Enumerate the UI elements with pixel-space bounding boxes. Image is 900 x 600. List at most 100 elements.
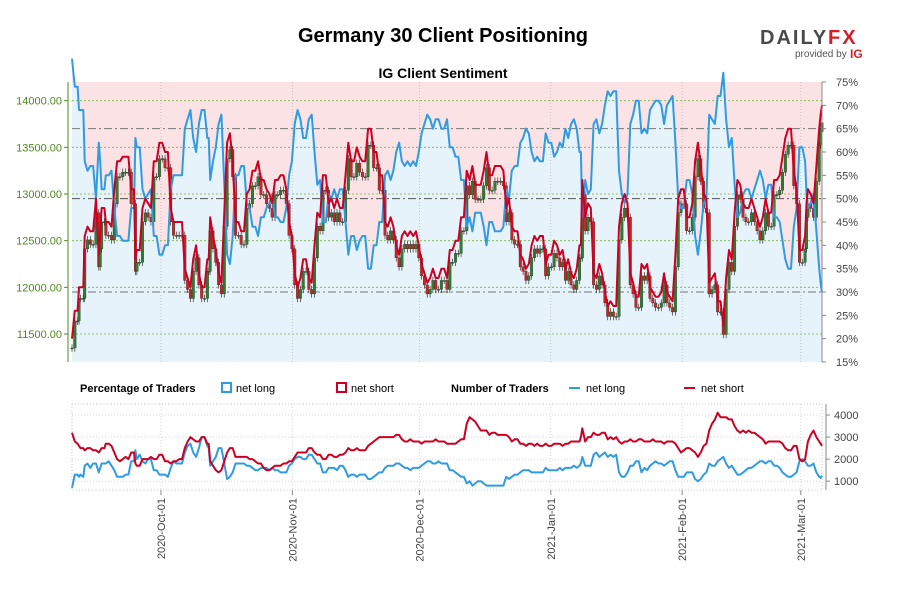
legend-num-long-label: net long [586,383,625,395]
net-long-pct-line [71,58,823,293]
price-tick-label: 14000.00 [16,96,62,108]
chart-title: Germany 30 Client Positioning [298,25,588,47]
candle-body [118,176,122,178]
candle-body [219,284,223,295]
candle-body [659,302,663,308]
candle-body [403,244,407,250]
sentiment-tick-label: 70% [836,100,858,112]
candle-body [750,212,753,222]
candle-body [800,262,804,264]
candle-body [341,221,345,223]
candle-body [408,244,412,250]
candle-body [499,181,503,183]
candle-body [535,248,539,254]
candle-body [91,244,95,246]
trader-count-lines [71,411,823,489]
candle-body [575,280,579,290]
candle-body [360,172,364,177]
legend-pct-heading: Percentage of Traders [80,383,196,395]
candle-body [400,248,404,268]
legend-pct-long-label: net long [236,383,275,395]
sentiment-lines [71,58,823,339]
candle-body [104,221,108,236]
candle-body [188,289,192,299]
legend: Percentage of Traders net long net short… [80,382,744,395]
candle-body [786,145,790,155]
sentiment-tick-label: 15% [836,357,858,369]
candle-body [561,262,565,268]
dailyfx-logo: DAILY FX provided by IG [760,27,863,61]
candle-body [640,275,643,308]
trader-count-tick-label: 1000 [834,476,858,488]
candle-body [769,226,773,228]
candle-body [352,176,356,178]
candle-body [157,158,161,177]
candle-body [761,230,765,241]
logo-tagline-brand: IG [850,47,863,61]
candle-body [578,257,581,281]
date-tick-label: 2021-Feb-01 [677,498,689,561]
candle-body [358,163,362,173]
candle-body [521,266,525,272]
main-axes: 11500.00 12000.00 12500.00 13000.00 13500.00… [16,77,858,369]
trader-count-tick-label: 3000 [834,432,858,444]
candle-body [620,217,624,241]
candle-body [696,158,700,177]
candle-body [485,167,488,186]
price-tick-label: 13500.00 [16,142,62,154]
short-zone-fill [72,58,822,293]
candle-body [456,253,460,255]
candle-body [163,158,167,168]
candle-body [253,185,257,187]
trader-count-gridlines [71,403,823,491]
candle-body [397,257,401,268]
candle-body [310,289,314,295]
candle-body [752,212,756,222]
candle-body [146,212,150,218]
candle-body [242,244,246,246]
candle-body [236,235,240,237]
candle-body [538,248,542,254]
sentiment-tick-label: 40% [836,240,858,252]
candle-body [462,230,466,233]
candle-body [276,194,280,196]
date-tick-label: 2021-Mar-01 [796,498,808,561]
candle-body [442,280,446,282]
candle-body [586,217,590,232]
candle-body [609,311,612,317]
candle-body [411,244,415,250]
candle-body [414,244,418,250]
legend-pct-short-swatch [336,382,347,393]
net-long-count-line [71,436,823,489]
date-tick-label: 2020-Oct-01 [156,498,168,559]
candle-body [572,284,576,290]
candle-body [637,307,641,309]
candle-body [439,280,443,290]
candle-body [611,311,615,317]
candle-body [355,163,359,177]
candle-body [282,190,285,192]
candle-body [693,176,697,218]
candle-body [654,302,658,308]
candle-body [614,316,618,318]
candle-body [143,212,147,222]
candle-body [775,194,779,196]
net-short-count-line [71,411,823,474]
sentiment-tick-label: 65% [836,124,858,136]
candle-body [493,181,497,191]
date-axis: 2020-Oct-01 2020-Nov-01 2020-Dec-01 2021-Ja… [156,490,808,562]
candle-body [764,212,768,232]
candle-body [530,257,534,277]
price-tick-label: 13000.00 [16,189,62,201]
candle-body [73,320,77,349]
candle-body [135,262,139,272]
candle-body [338,212,342,222]
candle-body [279,190,283,195]
candle-body [386,235,390,241]
candle-body [579,257,583,260]
candle-body [315,226,319,259]
candle-body [755,221,759,232]
candle-body [245,208,249,245]
trader-count-axes: 1000 2000 3000 4000 [825,404,858,490]
